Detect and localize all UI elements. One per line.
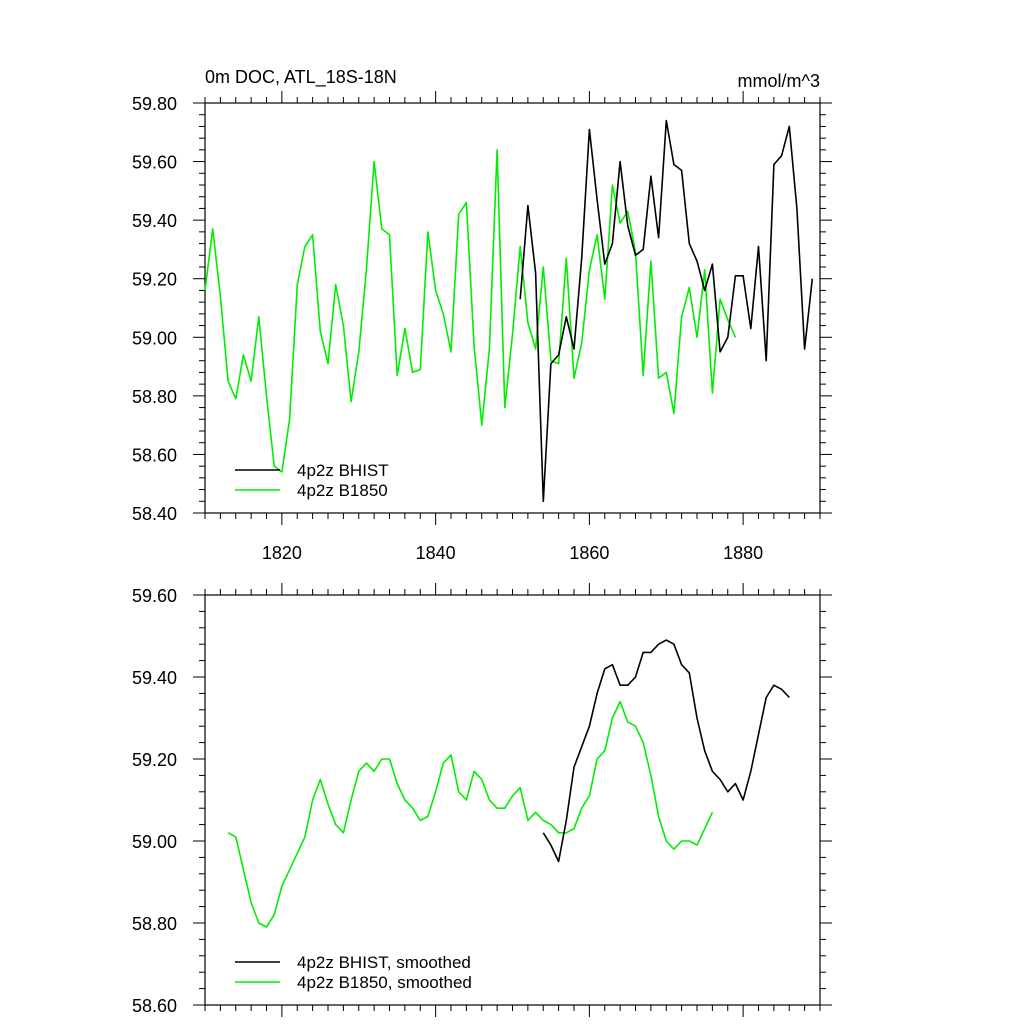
bottom-panel: 58.60 58.80 59.00 59.20 59.40 59.60 4p2z BHIST… xyxy=(132,583,832,1017)
x-tick-label: 1860 xyxy=(569,543,609,563)
y-tick-label: 59.60 xyxy=(132,586,177,606)
y-tick-label: 59.20 xyxy=(132,750,177,770)
legend-label: 4p2z BHIST, smoothed xyxy=(297,953,471,972)
y-tick-label: 59.20 xyxy=(132,270,177,290)
y-tick-label: 59.60 xyxy=(132,153,177,173)
top-panel-title: 0m DOC, ATL_18S-18N xyxy=(205,67,397,88)
legend-label: 4p2z B1850 xyxy=(297,481,388,500)
x-tick-label: 1820 xyxy=(262,543,302,563)
top-plot-frame xyxy=(204,102,821,514)
legend-label: 4p2z B1850, smoothed xyxy=(297,973,472,992)
bottom-plot-frame xyxy=(204,594,821,1006)
series-line-bhist xyxy=(542,639,790,863)
y-tick-label: 58.40 xyxy=(132,504,177,524)
y-tick-label: 58.80 xyxy=(132,387,177,407)
y-tick-label: 58.60 xyxy=(132,996,177,1016)
x-tick-label: 1880 xyxy=(723,543,763,563)
top-panel: 0m DOC, ATL_18S-18N mmol/m^3 58.40 58.60 5… xyxy=(132,67,832,563)
y-tick-label: 59.00 xyxy=(132,328,177,348)
y-tick-label: 59.00 xyxy=(132,832,177,852)
y-tick-label: 58.60 xyxy=(132,445,177,465)
series-line-b1850 xyxy=(204,149,737,473)
top-panel-units: mmol/m^3 xyxy=(738,71,820,91)
series-line-bhist xyxy=(519,119,814,503)
y-tick-label: 58.80 xyxy=(132,914,177,934)
y-tick-label: 59.80 xyxy=(132,94,177,114)
series-line-b1850 xyxy=(227,700,714,928)
x-tick-label: 1840 xyxy=(416,543,456,563)
y-tick-label: 59.40 xyxy=(132,211,177,231)
y-tick-label: 59.40 xyxy=(132,668,177,688)
legend-label: 4p2z BHIST xyxy=(297,461,389,480)
